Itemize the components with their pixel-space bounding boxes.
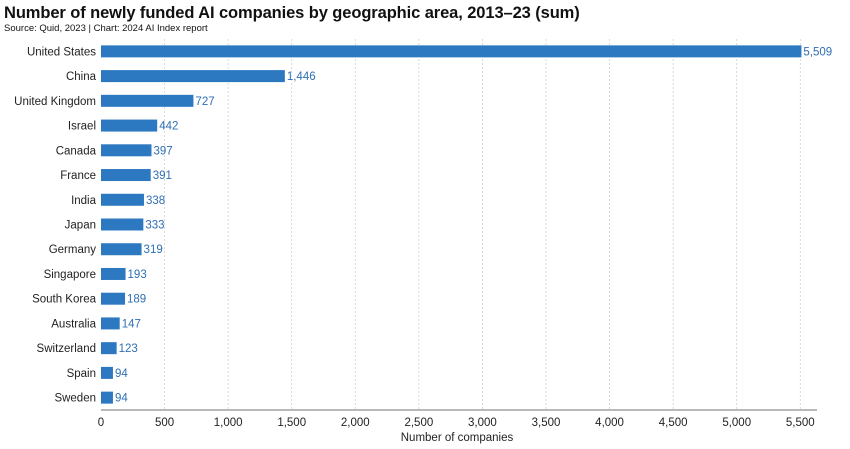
value-label: 123	[119, 343, 138, 355]
value-label: 189	[127, 294, 146, 306]
bar	[101, 193, 144, 206]
x-tick-label: 5,500	[786, 417, 815, 429]
bars	[101, 45, 802, 404]
x-tick-label: 3,000	[468, 417, 497, 429]
category-label: Switzerland	[37, 343, 96, 355]
bar	[101, 391, 113, 404]
value-label: 338	[146, 195, 165, 207]
bar	[101, 292, 126, 305]
category-labels: United States China United Kingdom Israel Ca…	[14, 46, 96, 404]
value-label: 391	[153, 170, 172, 182]
category-label: Spain	[67, 368, 96, 380]
x-tick-label: 3,500	[532, 417, 561, 429]
value-label: 94	[115, 393, 128, 405]
x-axis-label: Number of companies	[401, 432, 514, 444]
chart-title: Number of newly funded AI companies by g…	[4, 4, 580, 22]
value-label: 333	[145, 220, 164, 232]
category-label: China	[66, 71, 97, 83]
x-tick-label: 4,500	[659, 417, 688, 429]
x-tick-labels: 0 500 1,000 1,500 2,000 2,500 3,000 3,500 4,000 4…	[98, 417, 815, 429]
category-label: Australia	[51, 318, 96, 330]
category-label: Israel	[68, 121, 96, 133]
chart-source: Source: Quid, 2023 | Chart: 2024 AI Inde…	[4, 23, 208, 34]
bar	[101, 119, 158, 132]
value-label: 1,446	[287, 71, 316, 83]
category-label: United Kingdom	[14, 96, 96, 108]
value-label: 442	[159, 121, 178, 133]
category-label: India	[71, 195, 97, 207]
category-label: Germany	[49, 244, 97, 256]
value-label: 147	[122, 318, 141, 330]
x-tick-label: 2,000	[341, 417, 370, 429]
bar	[101, 366, 113, 379]
bar	[101, 45, 802, 58]
x-tick-label: 1,000	[214, 417, 243, 429]
bar	[101, 317, 120, 330]
value-labels: 5,509 1,446 727 442 397 391 338 333 319 193 189 147…	[115, 46, 832, 404]
category-label: United States	[27, 46, 96, 58]
value-label: 193	[128, 269, 147, 281]
category-label: Singapore	[44, 269, 96, 281]
category-label: Japan	[65, 220, 96, 232]
x-tick-label: 1,500	[277, 417, 306, 429]
x-tick-label: 4,000	[595, 417, 624, 429]
value-label: 397	[153, 145, 172, 157]
x-tick-label: 2,500	[404, 417, 433, 429]
bar	[101, 243, 142, 256]
x-tick-label: 5,000	[722, 417, 751, 429]
x-tick-label: 0	[98, 417, 104, 429]
bar	[101, 144, 152, 157]
value-label: 727	[195, 96, 214, 108]
value-label: 5,509	[803, 46, 832, 58]
gridlines	[164, 39, 801, 410]
bar	[101, 218, 144, 231]
bar	[101, 267, 126, 280]
bar	[101, 70, 285, 83]
bar	[101, 169, 151, 182]
bar	[101, 94, 194, 107]
category-label: Canada	[56, 145, 97, 157]
category-label: South Korea	[32, 294, 97, 306]
value-label: 94	[115, 368, 128, 380]
value-label: 319	[144, 244, 163, 256]
bar	[101, 342, 117, 355]
category-label: France	[60, 170, 96, 182]
x-tick-label: 500	[155, 417, 174, 429]
category-label: Sweden	[54, 393, 96, 405]
